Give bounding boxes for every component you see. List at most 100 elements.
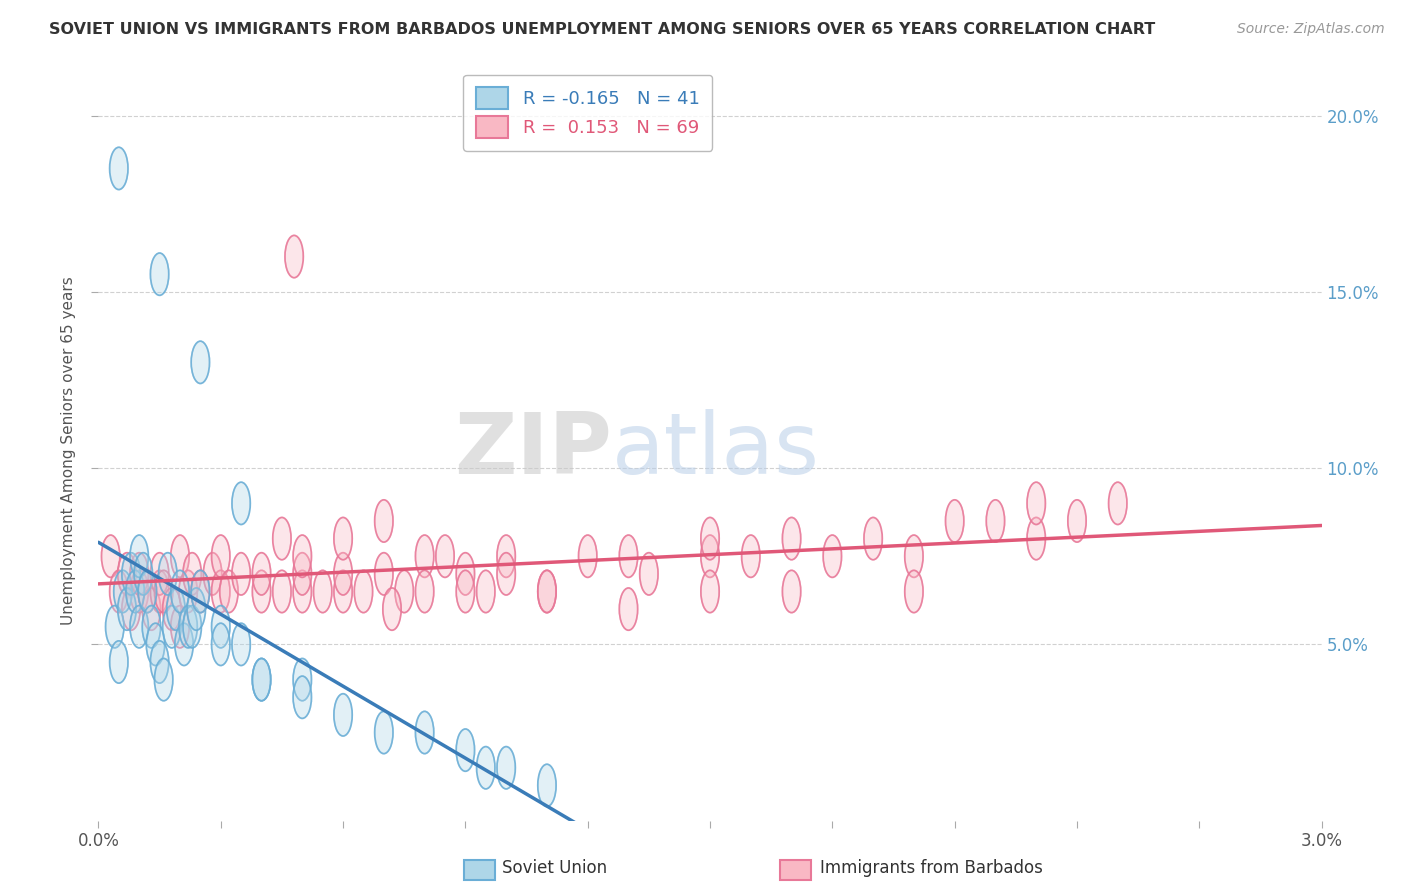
Ellipse shape bbox=[456, 553, 475, 595]
Ellipse shape bbox=[436, 535, 454, 577]
Ellipse shape bbox=[155, 658, 173, 701]
Ellipse shape bbox=[374, 553, 394, 595]
Ellipse shape bbox=[252, 658, 271, 701]
Ellipse shape bbox=[179, 570, 197, 613]
Ellipse shape bbox=[204, 553, 222, 595]
Ellipse shape bbox=[456, 570, 475, 613]
Ellipse shape bbox=[496, 747, 516, 789]
Ellipse shape bbox=[211, 606, 231, 648]
Ellipse shape bbox=[129, 535, 149, 577]
Ellipse shape bbox=[904, 570, 924, 613]
Ellipse shape bbox=[142, 606, 160, 648]
Ellipse shape bbox=[170, 570, 190, 613]
Text: atlas: atlas bbox=[612, 409, 820, 492]
Ellipse shape bbox=[314, 570, 332, 613]
Ellipse shape bbox=[537, 570, 557, 613]
Ellipse shape bbox=[395, 570, 413, 613]
Text: ZIP: ZIP bbox=[454, 409, 612, 492]
Ellipse shape bbox=[986, 500, 1005, 542]
Ellipse shape bbox=[292, 535, 312, 577]
Ellipse shape bbox=[782, 517, 801, 560]
Ellipse shape bbox=[232, 553, 250, 595]
Ellipse shape bbox=[191, 341, 209, 384]
Ellipse shape bbox=[105, 606, 124, 648]
Ellipse shape bbox=[127, 570, 145, 613]
Ellipse shape bbox=[354, 570, 373, 613]
Ellipse shape bbox=[118, 588, 136, 631]
Ellipse shape bbox=[150, 570, 169, 613]
Ellipse shape bbox=[101, 535, 120, 577]
Ellipse shape bbox=[782, 570, 801, 613]
Ellipse shape bbox=[273, 517, 291, 560]
Ellipse shape bbox=[170, 535, 190, 577]
Ellipse shape bbox=[1026, 483, 1046, 524]
Ellipse shape bbox=[292, 676, 312, 718]
Ellipse shape bbox=[496, 535, 516, 577]
Ellipse shape bbox=[273, 570, 291, 613]
Ellipse shape bbox=[155, 570, 173, 613]
Legend: R = -0.165   N = 41, R =  0.153   N = 69: R = -0.165 N = 41, R = 0.153 N = 69 bbox=[463, 75, 713, 151]
Ellipse shape bbox=[1108, 483, 1128, 524]
Ellipse shape bbox=[578, 535, 598, 577]
Ellipse shape bbox=[537, 570, 557, 613]
Ellipse shape bbox=[211, 535, 231, 577]
Ellipse shape bbox=[211, 570, 231, 613]
Text: Soviet Union: Soviet Union bbox=[502, 859, 607, 877]
Ellipse shape bbox=[110, 147, 128, 190]
Ellipse shape bbox=[114, 570, 132, 613]
Ellipse shape bbox=[823, 535, 842, 577]
Text: SOVIET UNION VS IMMIGRANTS FROM BARBADOS UNEMPLOYMENT AMONG SENIORS OVER 65 YEAR: SOVIET UNION VS IMMIGRANTS FROM BARBADOS… bbox=[49, 22, 1156, 37]
Ellipse shape bbox=[292, 553, 312, 595]
Ellipse shape bbox=[191, 570, 209, 613]
Ellipse shape bbox=[138, 570, 156, 613]
Ellipse shape bbox=[863, 517, 883, 560]
Ellipse shape bbox=[741, 535, 761, 577]
Ellipse shape bbox=[1026, 517, 1046, 560]
Ellipse shape bbox=[183, 553, 201, 595]
Ellipse shape bbox=[619, 588, 638, 631]
Ellipse shape bbox=[174, 624, 193, 665]
Ellipse shape bbox=[333, 553, 353, 595]
Ellipse shape bbox=[252, 658, 271, 701]
Ellipse shape bbox=[118, 553, 136, 595]
Ellipse shape bbox=[333, 570, 353, 613]
Ellipse shape bbox=[285, 235, 304, 277]
Ellipse shape bbox=[333, 517, 353, 560]
Ellipse shape bbox=[232, 483, 250, 524]
Ellipse shape bbox=[904, 535, 924, 577]
Ellipse shape bbox=[292, 570, 312, 613]
Ellipse shape bbox=[496, 553, 516, 595]
Ellipse shape bbox=[129, 570, 149, 613]
Ellipse shape bbox=[167, 588, 186, 631]
Ellipse shape bbox=[150, 640, 169, 683]
Ellipse shape bbox=[333, 694, 353, 736]
Ellipse shape bbox=[1067, 500, 1087, 542]
Ellipse shape bbox=[183, 606, 201, 648]
Ellipse shape bbox=[170, 606, 190, 648]
Ellipse shape bbox=[415, 711, 434, 754]
Ellipse shape bbox=[159, 553, 177, 595]
Ellipse shape bbox=[700, 517, 720, 560]
Ellipse shape bbox=[179, 606, 197, 648]
Ellipse shape bbox=[374, 500, 394, 542]
Text: Immigrants from Barbados: Immigrants from Barbados bbox=[820, 859, 1043, 877]
Ellipse shape bbox=[138, 570, 156, 613]
Ellipse shape bbox=[232, 624, 250, 665]
Ellipse shape bbox=[456, 729, 475, 772]
Ellipse shape bbox=[122, 588, 141, 631]
Ellipse shape bbox=[252, 553, 271, 595]
Ellipse shape bbox=[700, 570, 720, 613]
Ellipse shape bbox=[415, 570, 434, 613]
Ellipse shape bbox=[537, 764, 557, 806]
Ellipse shape bbox=[134, 553, 152, 595]
Ellipse shape bbox=[477, 570, 495, 613]
Ellipse shape bbox=[191, 570, 209, 613]
Ellipse shape bbox=[110, 640, 128, 683]
Ellipse shape bbox=[252, 570, 271, 613]
Ellipse shape bbox=[640, 553, 658, 595]
Ellipse shape bbox=[211, 624, 231, 665]
Ellipse shape bbox=[122, 553, 141, 595]
Ellipse shape bbox=[374, 711, 394, 754]
Ellipse shape bbox=[187, 588, 205, 631]
Ellipse shape bbox=[700, 535, 720, 577]
